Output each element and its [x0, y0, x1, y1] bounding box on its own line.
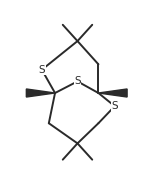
Polygon shape: [26, 89, 55, 97]
Polygon shape: [98, 89, 127, 97]
Text: S: S: [74, 76, 81, 86]
Text: S: S: [111, 101, 118, 111]
Text: S: S: [39, 65, 45, 75]
